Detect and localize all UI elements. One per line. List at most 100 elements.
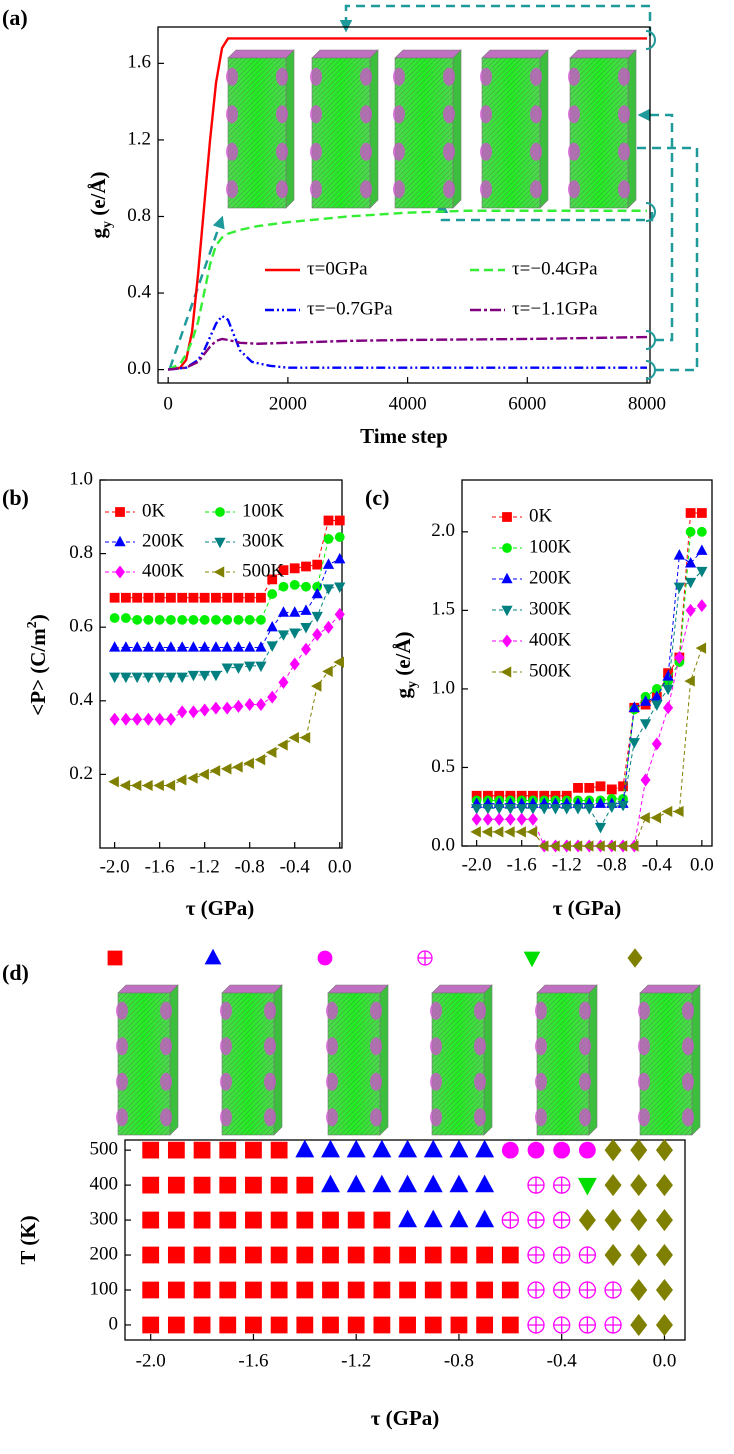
panel-label: (d) (2, 960, 29, 985)
data-point (549, 804, 562, 815)
phase-point (296, 1211, 314, 1229)
structure-domain (568, 105, 580, 124)
data-point (244, 661, 256, 673)
phase-point (398, 1209, 418, 1228)
phase-point (219, 1176, 237, 1194)
data-point (254, 754, 266, 766)
phase-point (553, 1211, 571, 1229)
series-line (168, 335, 648, 371)
structure-domain (393, 105, 405, 124)
phase-point (167, 1281, 185, 1299)
y-tick-label: 100 (90, 1278, 119, 1299)
structure-domain (116, 1001, 128, 1020)
data-point (696, 599, 707, 613)
data-point (165, 672, 177, 684)
data-point (594, 840, 605, 852)
y-tick-label: 0.8 (127, 205, 151, 226)
structure-top (481, 49, 549, 59)
structure-domain (226, 67, 238, 86)
phase-point (604, 1139, 622, 1162)
structure-domain (160, 1001, 172, 1020)
structure-domain (116, 1072, 128, 1091)
structure-domain (443, 105, 455, 124)
data-point (334, 515, 345, 526)
x-tick-label: -1.6 (238, 1350, 268, 1371)
data-point (584, 782, 595, 793)
phase-point (475, 1174, 495, 1193)
y-tick-label: 200 (90, 1243, 119, 1264)
legend-marker (215, 507, 225, 517)
structure-domain (474, 1072, 486, 1091)
phase-point (219, 1211, 237, 1229)
structure-domain (276, 67, 288, 86)
phase-point (296, 1176, 314, 1194)
y-tick-label: 1.0 (69, 468, 93, 489)
data-point (605, 840, 616, 852)
phase-point (424, 1281, 442, 1299)
data-point (662, 684, 674, 696)
data-point (616, 840, 628, 852)
legend-marker (115, 507, 125, 517)
data-point (199, 703, 210, 717)
data-point (198, 768, 209, 781)
data-point (164, 779, 176, 792)
y-axis-label: T (K) (16, 1215, 40, 1264)
panel-label: (c) (365, 485, 389, 510)
x-tick-label: 2000 (269, 393, 307, 414)
data-point (131, 672, 143, 684)
legend-marker (204, 948, 222, 965)
structure-image (116, 984, 179, 1136)
phase-point (219, 1281, 237, 1299)
data-point (109, 712, 120, 726)
structure-domain (568, 180, 580, 199)
y-tick-label: 1.5 (431, 599, 455, 620)
phase-point (501, 1141, 519, 1159)
legend-marker (214, 537, 226, 549)
y-axis-label: gy (e/Å) (86, 171, 115, 238)
data-point (278, 581, 289, 592)
legend-marker (502, 512, 512, 522)
data-point (187, 641, 200, 652)
phase-point (167, 1246, 185, 1264)
legend-label: 500K (529, 660, 572, 681)
y-tick-label: 0.0 (127, 358, 151, 379)
phase-point (373, 1316, 391, 1334)
data-point (471, 804, 483, 815)
phase-point (527, 1176, 545, 1194)
phase-point (321, 1174, 340, 1193)
legend-marker (501, 572, 513, 584)
structure-image (638, 984, 701, 1136)
phase-point (245, 1281, 262, 1299)
y-axis-label-part: (e/Å) (86, 171, 110, 221)
data-point (288, 731, 299, 744)
phase-point (193, 1316, 211, 1334)
x-axis-label: τ (GPa) (371, 1406, 440, 1430)
panel-label: (b) (2, 485, 29, 510)
structure-domain (276, 105, 288, 124)
legend-marker (501, 605, 513, 617)
structure-domain (393, 142, 405, 161)
data-point (266, 620, 278, 632)
phase-point (398, 1174, 418, 1193)
data-point (142, 641, 155, 652)
phase-point (553, 1141, 571, 1159)
structure-domain (618, 180, 630, 199)
phase-point (501, 1211, 519, 1229)
series-line (168, 314, 648, 371)
y-tick-label: 1.2 (127, 128, 151, 149)
structure-image (480, 49, 549, 209)
data-point (322, 584, 335, 595)
data-point (166, 614, 176, 625)
phase-point (476, 1246, 494, 1264)
data-point (516, 812, 527, 826)
x-tick-label: -1.2 (190, 856, 220, 877)
legend-label: 300K (529, 598, 572, 619)
phase-point (322, 1281, 339, 1299)
data-point (143, 712, 154, 726)
data-point (673, 549, 685, 560)
x-tick-label: -0.8 (444, 1350, 474, 1371)
phase-point (142, 1281, 160, 1299)
phase-point (527, 1211, 545, 1229)
data-point (640, 773, 651, 787)
y-tick-label: 0.0 (431, 834, 455, 855)
